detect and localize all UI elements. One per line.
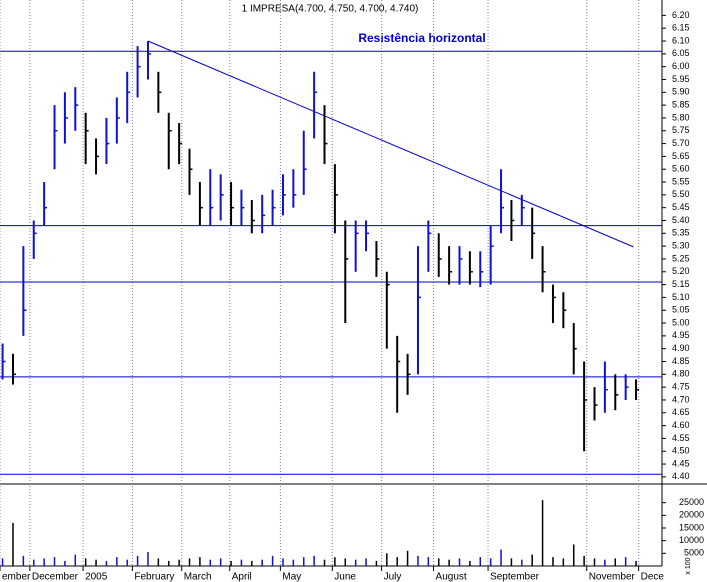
x-tick-label: August xyxy=(436,572,467,582)
y-tick-label: 4.65 xyxy=(672,407,690,417)
y-tick-label: 4.70 xyxy=(672,394,690,404)
y-tick-label: 4.80 xyxy=(672,369,690,379)
x-tick-label: September xyxy=(490,572,540,582)
y-tick-label: 5.75 xyxy=(672,125,690,135)
y-tick-label: 5.60 xyxy=(672,164,690,174)
y-tick-label: 6.10 xyxy=(672,35,690,45)
volume-tick-label: 5000 xyxy=(684,548,704,558)
y-tick-label: 5.10 xyxy=(672,292,690,302)
volume-unit: x 100 xyxy=(685,557,692,574)
y-tick-label: 4.60 xyxy=(672,420,690,430)
y-tick-label: 5.15 xyxy=(672,279,690,289)
y-tick-label: 4.50 xyxy=(672,446,690,456)
annotation: Resistência horizontal xyxy=(358,31,485,45)
y-tick-label: 5.65 xyxy=(672,151,690,161)
x-tick-label: November xyxy=(589,572,636,582)
y-tick-label: 5.55 xyxy=(672,176,690,186)
y-tick-label: 5.35 xyxy=(672,228,690,238)
y-tick-label: 5.25 xyxy=(672,253,690,263)
y-tick-label: 5.50 xyxy=(672,189,690,199)
volume-tick-label: 10000 xyxy=(679,535,704,545)
y-tick-label: 5.80 xyxy=(672,112,690,122)
x-tick-label: February xyxy=(134,572,174,582)
y-tick-label: 4.90 xyxy=(672,343,690,353)
y-tick-label: 4.95 xyxy=(672,330,690,340)
trend-line xyxy=(147,40,634,248)
y-tick-label: 4.75 xyxy=(672,382,690,392)
chart-title: 1 IMPRESA(4.700, 4.750, 4.700, 4.740) xyxy=(242,4,419,15)
y-tick-label: 6.05 xyxy=(672,48,690,58)
y-tick-label: 6.20 xyxy=(672,10,690,20)
y-tick-label: 5.45 xyxy=(672,202,690,212)
y-tick-label: 5.30 xyxy=(672,241,690,251)
y-tick-label: 5.40 xyxy=(672,215,690,225)
x-tick-label: July xyxy=(384,572,402,582)
y-tick-label: 5.05 xyxy=(672,305,690,315)
x-tick-label: April xyxy=(232,572,252,582)
x-tick-label: March xyxy=(184,572,212,582)
x-tick-label: May xyxy=(282,572,301,582)
volume-tick-label: 25000 xyxy=(679,497,704,507)
y-tick-label: 5.20 xyxy=(672,266,690,276)
x-tick-label: ember xyxy=(2,572,31,582)
y-tick-label: 5.90 xyxy=(672,87,690,97)
y-tick-label: 6.00 xyxy=(672,61,690,71)
y-tick-label: 5.70 xyxy=(672,138,690,148)
y-tick-label: 5.00 xyxy=(672,317,690,327)
volume-tick-label: 15000 xyxy=(679,522,704,532)
x-tick-label: June xyxy=(334,572,356,582)
x-tick-label: December xyxy=(32,572,79,582)
y-tick-label: 5.95 xyxy=(672,74,690,84)
y-tick-label: 6.15 xyxy=(672,23,690,33)
volume-tick-label: 20000 xyxy=(679,510,704,520)
y-tick-label: 4.55 xyxy=(672,433,690,443)
x-tick-label: Dece xyxy=(641,572,665,582)
y-tick-label: 4.40 xyxy=(672,471,690,481)
y-tick-label: 4.45 xyxy=(672,458,690,468)
y-tick-label: 4.85 xyxy=(672,356,690,366)
x-tick-label: 2005 xyxy=(85,572,108,582)
y-tick-label: 5.85 xyxy=(672,99,690,109)
